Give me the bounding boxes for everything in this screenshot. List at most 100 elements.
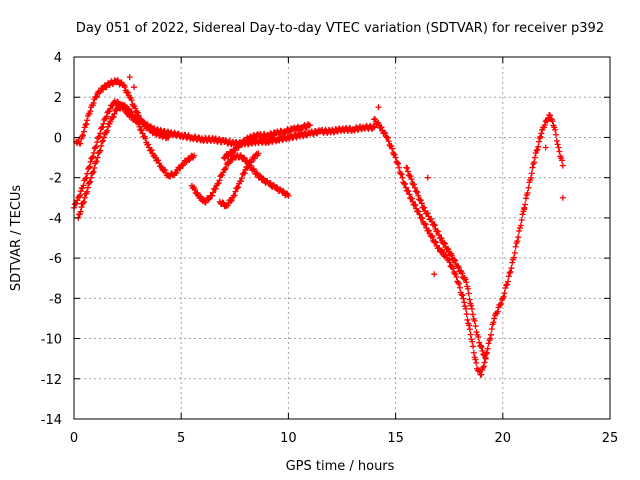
data-point [504, 281, 511, 288]
data-point [431, 271, 438, 278]
data-point [86, 164, 93, 171]
data-point [466, 322, 473, 329]
data-point [105, 123, 112, 130]
data-point [415, 192, 422, 199]
data-point [97, 147, 104, 154]
data-point [424, 174, 431, 181]
data-point [515, 234, 522, 241]
data-point [117, 105, 124, 112]
data-point [463, 311, 470, 318]
data-point [231, 192, 238, 199]
data-point [478, 371, 485, 378]
data-point [480, 363, 487, 370]
data-point [461, 299, 468, 306]
data-point [173, 169, 180, 176]
data-point [79, 133, 86, 140]
data-point [131, 84, 138, 91]
data-point [529, 164, 536, 171]
data-point [84, 188, 91, 195]
data-point [90, 99, 97, 106]
data-point [470, 343, 477, 350]
data-point [435, 231, 442, 238]
x-tick-label: 20 [495, 431, 512, 446]
data-point [251, 155, 258, 162]
x-tick-label: 15 [387, 431, 404, 446]
data-point [82, 175, 89, 182]
data-point [552, 131, 559, 138]
data-point [468, 305, 475, 312]
data-point [472, 356, 479, 363]
data-point [210, 189, 217, 196]
data-point [469, 311, 476, 318]
data-point [378, 124, 385, 131]
data-point [518, 217, 525, 224]
data-point [521, 204, 528, 211]
data-point [512, 243, 519, 250]
data-point [394, 159, 401, 166]
series-track-g [371, 111, 566, 378]
data-point [330, 129, 337, 136]
data-point [459, 292, 466, 299]
data-point [80, 200, 87, 207]
data-point [100, 120, 107, 127]
data-point [453, 273, 460, 280]
data-point [371, 124, 378, 131]
data-point [460, 295, 467, 302]
data-point [285, 192, 292, 199]
data-point [132, 113, 139, 120]
data-point [132, 105, 139, 112]
data-point [446, 259, 453, 266]
data-point [103, 113, 110, 120]
y-tick-label: -2 [49, 172, 62, 187]
data-point [77, 208, 84, 215]
y-tick-label: 0 [54, 131, 62, 146]
data-point [509, 259, 516, 266]
series-track-f [221, 121, 313, 162]
data-point [553, 137, 560, 144]
data-point [435, 228, 442, 235]
y-tick-label: -6 [49, 252, 62, 267]
data-point [162, 167, 169, 174]
data-point [473, 359, 480, 366]
data-point [216, 135, 223, 142]
data-point [542, 144, 549, 151]
data-point [392, 154, 399, 161]
data-point [477, 342, 484, 349]
data-point [524, 189, 531, 196]
data-point [468, 302, 475, 309]
data-point [519, 211, 526, 218]
data-point [89, 154, 96, 161]
data-point [92, 144, 99, 151]
data-point [471, 317, 478, 324]
x-tick-label: 25 [602, 431, 619, 446]
data-point [456, 284, 463, 291]
x-axis-label: GPS time / hours [286, 459, 395, 474]
data-point [86, 163, 93, 170]
data-point [148, 147, 155, 154]
data-point [458, 291, 465, 298]
data-point [455, 264, 462, 271]
data-point [306, 122, 313, 129]
data-point [459, 270, 466, 277]
data-point [80, 198, 87, 205]
data-point [86, 179, 93, 186]
data-point [404, 165, 411, 172]
chart-title: Day 051 of 2022, Sidereal Day-to-day VTE… [76, 21, 604, 36]
data-point [448, 252, 455, 259]
data-point [517, 222, 524, 229]
data-point [417, 197, 424, 204]
data-point [469, 338, 476, 345]
data-point [501, 290, 508, 297]
data-point [381, 129, 388, 136]
data-point [466, 296, 473, 303]
data-point [255, 150, 262, 157]
data-point [535, 138, 542, 145]
data-point [93, 143, 100, 150]
data-point [559, 162, 566, 169]
data-point [462, 276, 469, 283]
data-point [452, 271, 459, 278]
data-point [248, 159, 255, 166]
data-point [222, 137, 229, 144]
data-point [80, 182, 87, 189]
data-point [429, 234, 436, 241]
